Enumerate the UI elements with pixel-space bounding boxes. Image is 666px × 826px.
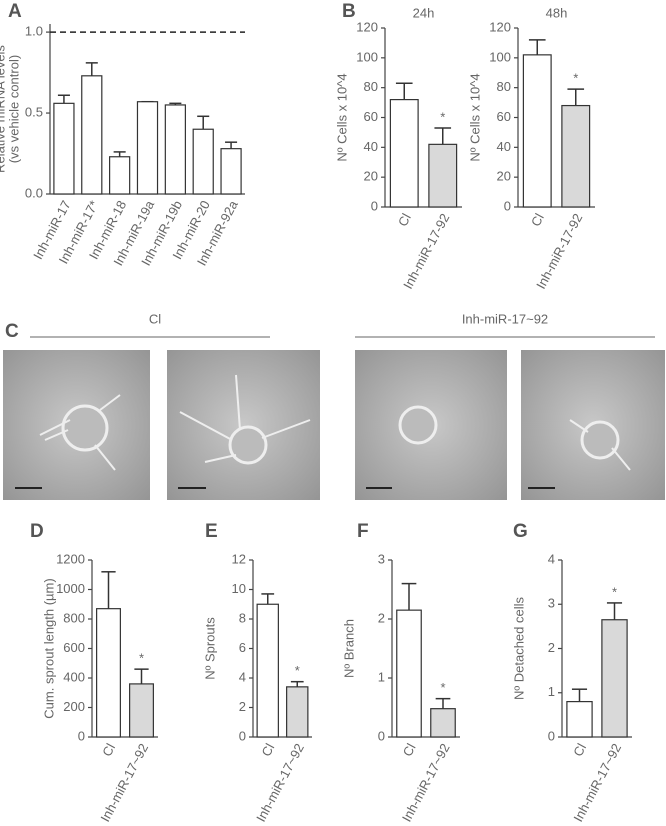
y-tick-label: 6: [239, 640, 246, 655]
y-tick-label: 2: [378, 610, 385, 625]
y-tick-label: 4: [239, 669, 246, 684]
micrograph: [3, 350, 150, 500]
bar: [220, 148, 242, 195]
bar: [522, 54, 552, 208]
bar: [136, 101, 159, 195]
y-tick-label: 1000: [56, 581, 85, 596]
y-axis-label: Nº Branch: [341, 619, 356, 678]
bar: [601, 619, 628, 738]
y-axis-label: Nº Sprouts: [202, 617, 217, 680]
micrograph: [521, 350, 665, 500]
y-axis-label: Nº Cells x 10^4: [334, 73, 349, 161]
y-tick-label: 600: [63, 640, 85, 655]
panel-label: F: [357, 521, 369, 542]
x-tick-label: Cl: [99, 741, 118, 759]
y-tick-label: 0: [548, 728, 555, 743]
y-tick-label: 800: [63, 610, 85, 625]
y-tick-label: 120: [356, 19, 378, 34]
x-tick-label: Cl: [258, 741, 277, 759]
bar: [428, 143, 458, 208]
y-tick-label: 60: [364, 109, 378, 124]
y-axis-label: (vs vehicle control): [6, 55, 21, 163]
y-tick-label: 80: [497, 79, 511, 94]
y-tick-label: 200: [63, 699, 85, 714]
bar: [109, 156, 131, 195]
y-tick-label: 20: [497, 169, 511, 184]
bar: [81, 75, 103, 195]
y-tick-label: 1: [378, 669, 385, 684]
x-tick-label: Cl: [395, 211, 414, 229]
y-tick-label: 3: [548, 596, 555, 611]
bar: [396, 609, 422, 738]
bar: [129, 683, 154, 738]
significance: *: [440, 109, 445, 124]
y-tick-label: 12: [232, 551, 246, 566]
panel-label: E: [205, 521, 218, 542]
y-tick-label: 0: [504, 198, 511, 213]
y-tick-label: 80: [364, 79, 378, 94]
y-tick-label: 0: [378, 728, 385, 743]
y-tick-label: 40: [364, 139, 378, 154]
significance: *: [440, 680, 445, 695]
chart-title: 48h: [546, 5, 568, 20]
x-tick-label: Cl: [570, 741, 589, 759]
y-tick-label: 0: [78, 728, 85, 743]
panel-label: B: [342, 1, 356, 22]
group-label: Cl: [149, 311, 161, 326]
x-tick-label: Cl: [400, 741, 419, 759]
y-tick-label: 10: [232, 581, 246, 596]
y-axis-label: Nº Cells x 10^4: [467, 73, 482, 161]
significance: *: [612, 584, 617, 599]
group-label: Inh-miR-17~92: [462, 311, 548, 326]
y-tick-label: 1: [548, 684, 555, 699]
bar: [430, 708, 456, 738]
bar: [192, 128, 214, 195]
y-tick-label: 8: [239, 610, 246, 625]
y-tick-label: 3: [378, 551, 385, 566]
panel-label: C: [5, 321, 19, 342]
bar: [256, 603, 279, 738]
y-tick-label: 100: [356, 49, 378, 64]
significance: *: [139, 651, 144, 666]
bar: [389, 98, 419, 208]
y-tick-label: 400: [63, 669, 85, 684]
bar: [96, 608, 121, 738]
y-axis-label: Nº Detached cells: [511, 596, 526, 700]
y-tick-label: 40: [497, 139, 511, 154]
y-tick-label: 2: [548, 640, 555, 655]
x-tick-label: Cl: [528, 211, 547, 229]
y-tick-label: 2: [239, 699, 246, 714]
y-tick-label: 4: [548, 551, 555, 566]
bar: [286, 686, 309, 738]
y-tick-label: 1.0: [25, 24, 43, 39]
bar: [566, 700, 593, 738]
y-tick-label: 60: [497, 109, 511, 124]
bar: [164, 104, 186, 195]
chart-title: 24h: [413, 5, 435, 20]
micrograph: [167, 350, 320, 500]
micrograph: [355, 350, 507, 500]
y-tick-label: 120: [489, 19, 511, 34]
y-tick-label: 0.0: [25, 185, 43, 200]
y-tick-label: 0: [239, 728, 246, 743]
bar: [53, 102, 75, 195]
panel-label: G: [513, 521, 528, 542]
panel-label: D: [30, 521, 44, 542]
y-axis-label: Cum. sprout length (µm): [41, 578, 56, 718]
y-tick-label: 1200: [56, 551, 85, 566]
significance: *: [295, 663, 300, 678]
y-tick-label: 0: [371, 198, 378, 213]
significance: *: [573, 71, 578, 86]
y-tick-label: 20: [364, 169, 378, 184]
bar: [561, 104, 591, 208]
y-axis-label: Relative miRNA levels: [0, 45, 7, 173]
panel-label: A: [8, 1, 22, 22]
y-tick-label: 100: [489, 49, 511, 64]
y-tick-label: 0.5: [25, 104, 43, 119]
